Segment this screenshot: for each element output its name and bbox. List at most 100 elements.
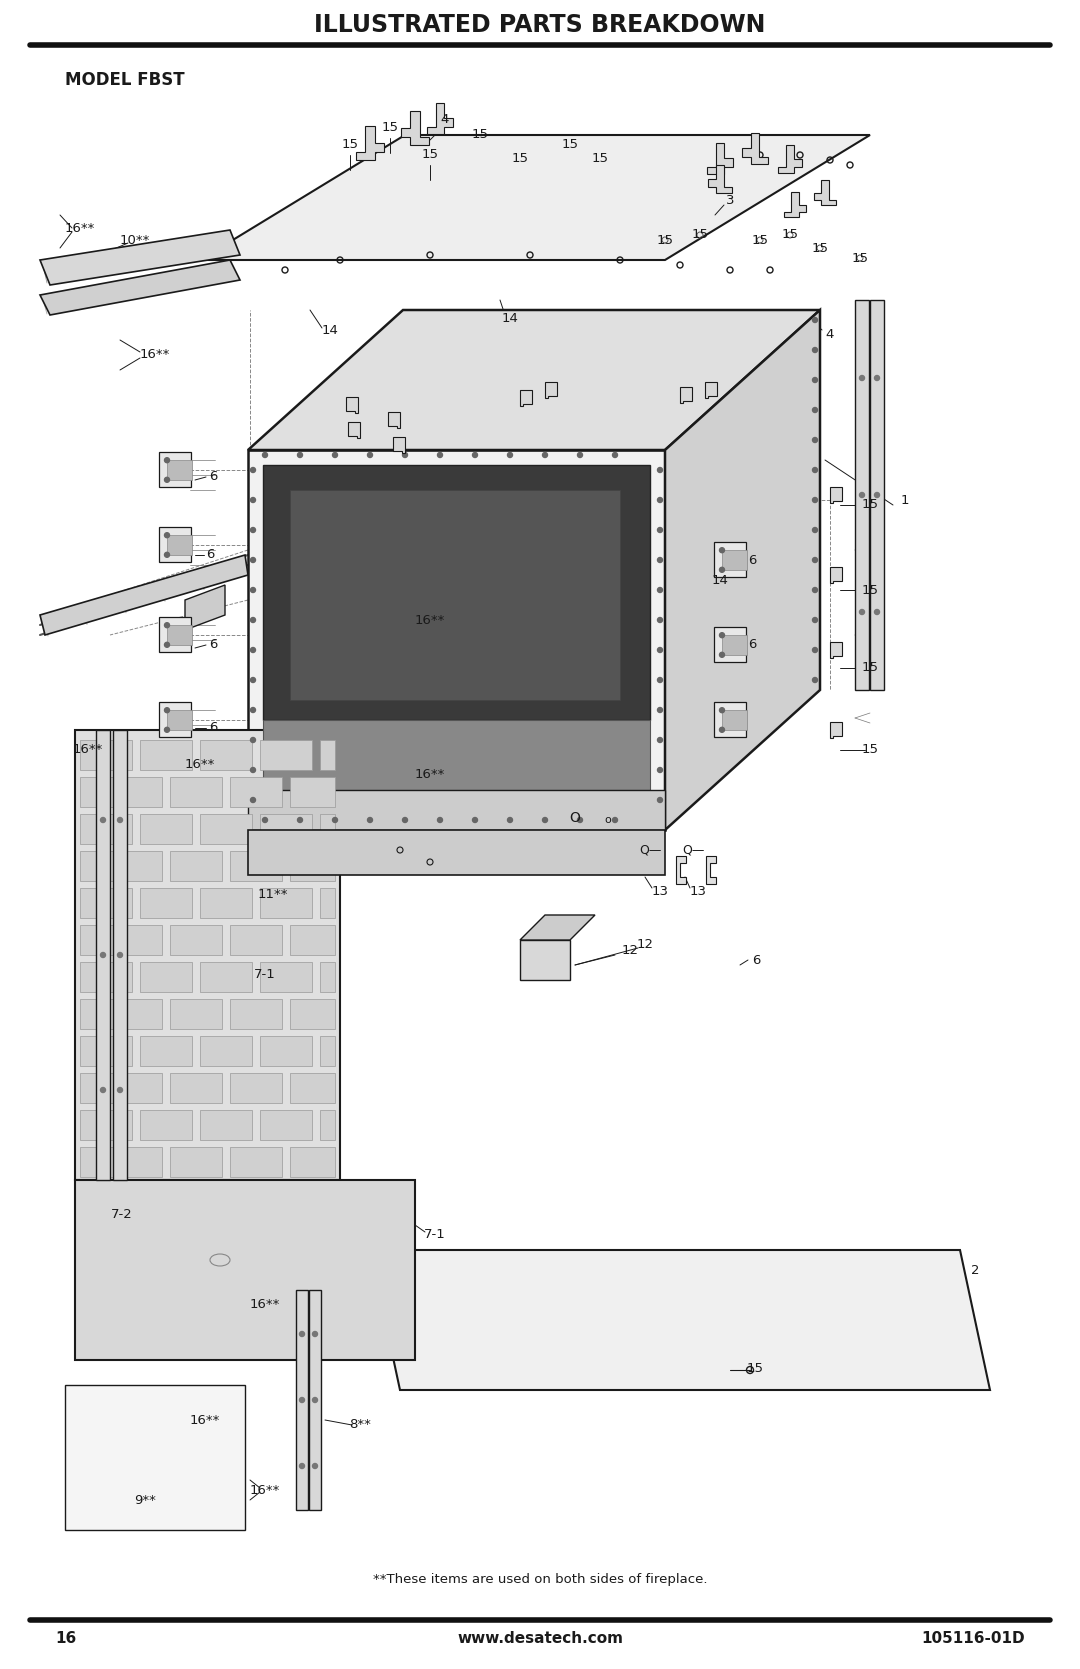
Circle shape [812,467,818,472]
Polygon shape [260,1110,312,1140]
Circle shape [473,818,477,823]
Polygon shape [80,814,132,845]
Polygon shape [291,1000,335,1030]
Circle shape [164,643,170,648]
Circle shape [262,818,268,823]
Circle shape [542,452,548,457]
Polygon shape [80,1073,102,1103]
Circle shape [164,552,170,557]
Polygon shape [264,466,650,719]
Circle shape [251,587,256,592]
Polygon shape [291,1147,335,1177]
Circle shape [333,452,337,457]
Polygon shape [110,851,162,881]
Polygon shape [370,1250,990,1390]
Circle shape [719,547,725,552]
Text: www.desatech.com: www.desatech.com [457,1631,623,1646]
Text: 16**: 16** [415,768,445,781]
Text: 13: 13 [689,886,706,898]
Circle shape [118,953,122,958]
Text: 7-2: 7-2 [111,1208,133,1222]
Polygon shape [80,778,102,808]
Text: 16**: 16** [190,1414,220,1427]
Polygon shape [200,1036,252,1066]
Polygon shape [393,437,405,454]
Polygon shape [110,925,162,955]
Polygon shape [167,626,192,644]
Polygon shape [248,310,820,451]
Polygon shape [170,1073,222,1103]
Text: 13: 13 [651,886,669,898]
Polygon shape [200,135,870,260]
Text: 16**: 16** [249,1484,280,1497]
Text: Q—: Q— [638,843,661,856]
Circle shape [812,587,818,592]
Circle shape [437,452,443,457]
Polygon shape [519,915,595,940]
Polygon shape [200,739,252,769]
Text: 11**: 11** [258,888,288,901]
Circle shape [164,457,170,462]
Circle shape [118,1088,122,1093]
Polygon shape [665,310,820,829]
Polygon shape [260,961,312,991]
Text: 15: 15 [472,129,488,142]
Text: 15: 15 [562,139,579,152]
Polygon shape [110,778,162,808]
Circle shape [812,407,818,412]
Circle shape [118,818,122,823]
Text: 6: 6 [208,639,217,651]
Polygon shape [320,739,335,769]
Polygon shape [291,491,620,699]
Polygon shape [230,925,282,955]
Circle shape [875,376,879,381]
Text: 15: 15 [691,229,708,242]
Circle shape [437,818,443,823]
Polygon shape [159,703,191,738]
Polygon shape [110,1147,162,1177]
Polygon shape [742,134,768,164]
Circle shape [262,452,268,457]
Circle shape [164,623,170,628]
Text: 14: 14 [712,574,728,586]
Polygon shape [140,961,192,991]
Text: 15: 15 [421,149,438,162]
Circle shape [367,818,373,823]
Circle shape [578,452,582,457]
Circle shape [812,347,818,352]
Polygon shape [80,1110,132,1140]
Text: 12: 12 [621,943,638,956]
Circle shape [403,452,407,457]
Polygon shape [320,814,335,845]
Circle shape [812,557,818,562]
Text: 14: 14 [322,324,338,337]
Circle shape [100,818,106,823]
Circle shape [860,492,864,497]
Text: 14: 14 [501,312,518,324]
Polygon shape [80,961,132,991]
Text: 3: 3 [726,194,734,207]
Text: 6: 6 [747,554,756,566]
Polygon shape [170,778,222,808]
Polygon shape [140,739,192,769]
Polygon shape [200,1110,252,1140]
Text: 15: 15 [851,252,868,264]
Polygon shape [320,1036,335,1066]
Text: 15: 15 [862,499,878,511]
Polygon shape [75,1180,415,1360]
Circle shape [719,653,725,658]
Circle shape [251,618,256,623]
Polygon shape [778,145,802,174]
Polygon shape [291,851,335,881]
Circle shape [164,532,170,537]
Circle shape [658,798,662,803]
Polygon shape [80,739,132,769]
Polygon shape [714,628,746,663]
Circle shape [299,1397,305,1402]
Polygon shape [831,566,842,584]
Circle shape [658,587,662,592]
Polygon shape [40,230,240,285]
Circle shape [658,708,662,713]
Polygon shape [264,719,650,789]
Circle shape [251,678,256,683]
